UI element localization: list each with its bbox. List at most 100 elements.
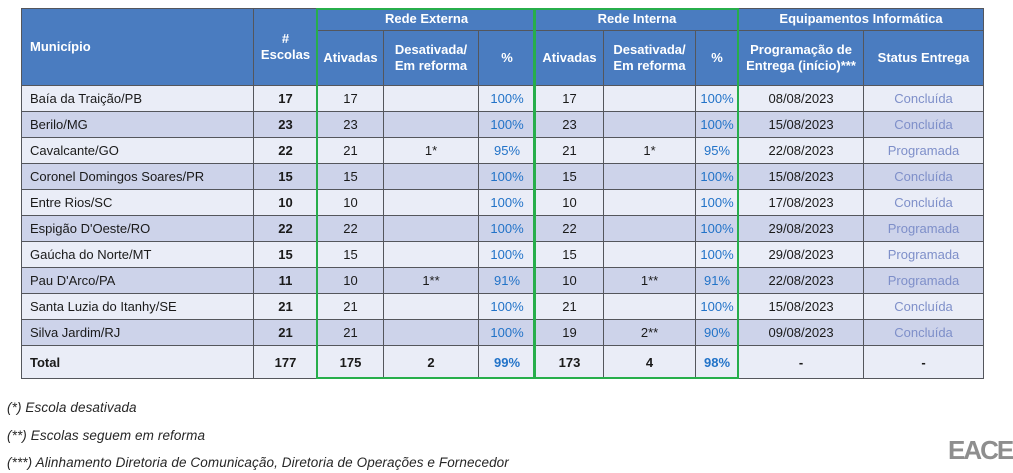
cell-ext-desativada: 1** [383,267,479,294]
cell-ext-desativada [383,215,479,242]
cell-int-desativada: 2** [603,319,697,346]
cell-ext-pct: 100% [477,319,537,346]
cell-entrega: 29/08/2023 [738,241,865,268]
cell-ext-ativadas: 15 [317,241,384,268]
col-header-ext-pct: % [477,30,537,86]
cell-int-pct: 100% [695,85,740,112]
header-group-row: Município # Escolas Rede Externa Rede In… [21,8,985,86]
cell-status: Programada [863,267,985,294]
cell-ext-pct: 100% [477,241,537,268]
cell-escolas: 11 [253,267,318,294]
group-header-rede-interna: Rede Interna [535,8,740,31]
cell-entrega: 29/08/2023 [738,215,865,242]
eace-logo: EACE [948,437,1013,463]
col-header-status: Status Entrega [863,30,985,86]
cell-int-ativadas: 10 [535,189,605,216]
table-row: Berilo/MG 23 23 100% 23 100% 15/08/2023 … [21,111,985,138]
cell-municipio: Silva Jardim/RJ [21,319,254,346]
cell-int-pct: 100% [695,241,740,268]
cell-total-int-desativada: 4 [603,345,697,379]
table-row: Cavalcante/GO 22 21 1* 95% 21 1* 95% 22/… [21,137,985,164]
cell-ext-ativadas: 21 [317,319,384,346]
cell-int-ativadas: 15 [535,241,605,268]
cell-municipio: Espigão D'Oeste/RO [21,215,254,242]
col-header-escolas: # Escolas [253,8,318,86]
table-row: Silva Jardim/RJ 21 21 100% 19 2** 90% 09… [21,319,985,346]
cell-ext-pct: 100% [477,293,537,320]
eace-logo-text: EACE [948,435,1013,465]
cell-int-desativada: 1* [603,137,697,164]
cell-escolas: 15 [253,241,318,268]
cell-escolas: 21 [253,293,318,320]
cell-int-desativada [603,85,697,112]
col-header-municipio: Município [21,8,254,86]
cell-int-desativada [603,215,697,242]
cell-status: Concluída [863,319,985,346]
cell-ext-ativadas: 21 [317,293,384,320]
cell-ext-pct: 100% [477,163,537,190]
col-header-ext-ativadas: Ativadas [317,30,384,86]
municipios-status-table: Município # Escolas Rede Externa Rede In… [21,8,985,379]
cell-status: Concluída [863,163,985,190]
footnote-escola-desativada: (*) Escola desativada [7,400,137,415]
cell-int-ativadas: 23 [535,111,605,138]
cell-ext-ativadas: 15 [317,163,384,190]
cell-escolas: 21 [253,319,318,346]
cell-ext-ativadas: 21 [317,137,384,164]
cell-status: Concluída [863,189,985,216]
cell-int-desativada [603,189,697,216]
cell-escolas: 22 [253,137,318,164]
cell-municipio: Pau D'Arco/PA [21,267,254,294]
cell-int-desativada [603,293,697,320]
cell-int-pct: 95% [695,137,740,164]
cell-int-desativada [603,163,697,190]
cell-ext-ativadas: 23 [317,111,384,138]
cell-int-pct: 90% [695,319,740,346]
cell-entrega: 08/08/2023 [738,85,865,112]
cell-int-ativadas: 21 [535,293,605,320]
cell-total-int-ativadas: 173 [535,345,605,379]
cell-ext-desativada: 1* [383,137,479,164]
cell-entrega: 22/08/2023 [738,267,865,294]
cell-municipio: Cavalcante/GO [21,137,254,164]
col-header-ext-desativada: Desativada/ Em reforma [383,30,479,86]
cell-ext-pct: 100% [477,215,537,242]
cell-int-pct: 100% [695,293,740,320]
cell-entrega: 15/08/2023 [738,163,865,190]
table-row: Santa Luzia do Itanhy/SE 21 21 100% 21 1… [21,293,985,320]
cell-int-pct: 100% [695,189,740,216]
cell-total-entrega: - [738,345,865,379]
table-row: Gaúcha do Norte/MT 15 15 100% 15 100% 29… [21,241,985,268]
cell-escolas: 23 [253,111,318,138]
cell-int-ativadas: 19 [535,319,605,346]
cell-ext-pct: 100% [477,85,537,112]
municipios-table-wrap: Município # Escolas Rede Externa Rede In… [21,8,985,379]
cell-int-pct: 100% [695,111,740,138]
cell-entrega: 15/08/2023 [738,111,865,138]
cell-status: Programada [863,241,985,268]
cell-int-pct: 91% [695,267,740,294]
cell-int-desativada [603,111,697,138]
cell-int-ativadas: 17 [535,85,605,112]
cell-ext-ativadas: 17 [317,85,384,112]
cell-int-ativadas: 15 [535,163,605,190]
cell-municipio: Gaúcha do Norte/MT [21,241,254,268]
col-header-int-ativadas: Ativadas [535,30,605,86]
cell-total-ext-ativadas: 175 [317,345,384,379]
cell-int-ativadas: 21 [535,137,605,164]
cell-entrega: 09/08/2023 [738,319,865,346]
cell-municipio: Coronel Domingos Soares/PR [21,163,254,190]
cell-municipio: Entre Rios/SC [21,189,254,216]
total-row: Total 177 175 2 99% 173 4 98% - - [21,345,985,379]
cell-escolas: 17 [253,85,318,112]
cell-int-ativadas: 10 [535,267,605,294]
cell-int-pct: 100% [695,215,740,242]
cell-total-status: - [863,345,985,379]
cell-status: Programada [863,215,985,242]
cell-status: Concluída [863,293,985,320]
cell-ext-desativada [383,85,479,112]
cell-ext-desativada [383,241,479,268]
table-row: Entre Rios/SC 10 10 100% 10 100% 17/08/2… [21,189,985,216]
cell-escolas: 15 [253,163,318,190]
cell-int-desativada: 1** [603,267,697,294]
